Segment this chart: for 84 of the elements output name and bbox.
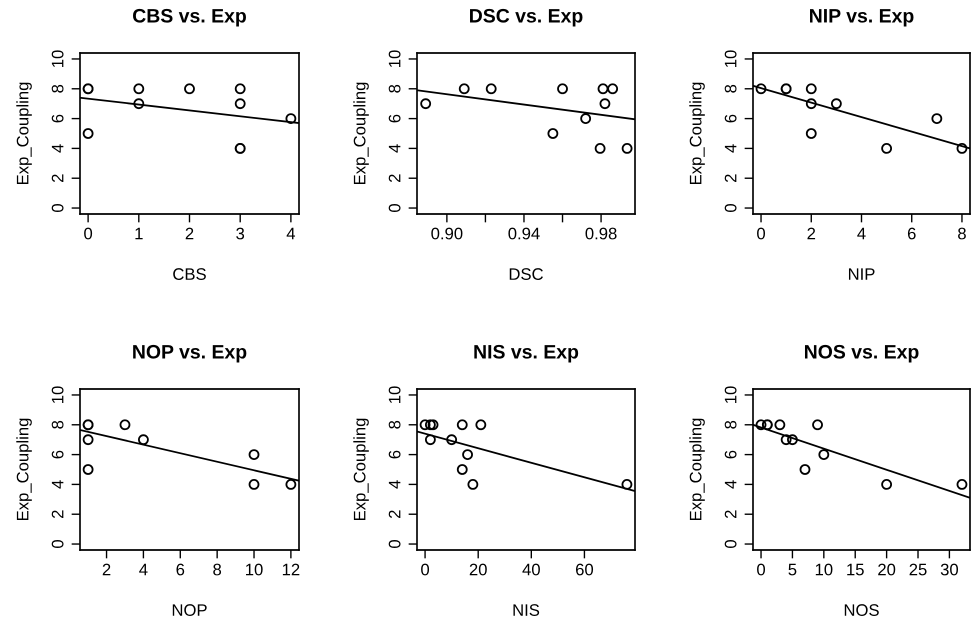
x-tick-label: 20 (878, 564, 896, 576)
x-tick-label: 3 (236, 228, 244, 240)
y-tick-label: 4 (724, 480, 736, 489)
y-tick-label: 6 (52, 114, 64, 122)
y-tick-label: 6 (724, 114, 737, 122)
x-tick-label: 0 (84, 228, 92, 240)
x-tick-label: 6 (908, 228, 916, 240)
x-tick-label: 10 (246, 564, 263, 576)
x-tick-label: 2 (807, 228, 816, 240)
chart-title: NOP vs. Exp (133, 344, 246, 362)
y-tick-label: 0 (52, 204, 64, 212)
y-tick-label: 4 (52, 480, 64, 489)
x-tick-label: 0 (757, 564, 766, 576)
x-tick-label: 0.98 (586, 228, 617, 240)
y-tick-label: 0 (724, 540, 737, 548)
y-tick-label: 6 (52, 450, 64, 458)
y-tick-label: 10 (724, 386, 737, 403)
y-tick-label: 10 (52, 386, 64, 403)
chart-title: NIS vs. Exp (474, 344, 578, 362)
chart-title: NOS vs. Exp (804, 344, 919, 362)
chart-title: NIP vs. Exp (810, 9, 914, 26)
x-tick-label: 30 (940, 564, 958, 576)
x-tick-label: 8 (213, 564, 222, 576)
x-tick-label: 8 (958, 228, 966, 240)
y-axis-title: Exp_Coupling (353, 418, 369, 520)
y-tick-label: 10 (388, 50, 401, 67)
x-tick-label: 40 (522, 564, 540, 576)
y-tick-label: 10 (724, 50, 737, 67)
y-tick-label: 10 (52, 50, 64, 67)
x-tick-label: 12 (282, 564, 300, 576)
x-axis-title: DSC (510, 268, 543, 280)
y-tick-label: 4 (388, 480, 400, 489)
y-axis-title: Exp_Coupling (689, 418, 705, 520)
y-tick-label: 0 (388, 204, 401, 212)
x-tick-label: 4 (139, 564, 148, 576)
y-tick-label: 8 (724, 84, 737, 93)
y-tick-label: 0 (724, 204, 737, 212)
x-axis-title: NOS (844, 604, 879, 616)
y-tick-label: 2 (52, 174, 64, 182)
y-tick-label: 8 (388, 84, 401, 93)
x-tick-label: 6 (176, 564, 184, 576)
y-tick-label: 6 (388, 450, 401, 458)
y-tick-label: 8 (388, 420, 401, 429)
y-tick-label: 4 (52, 144, 64, 153)
x-tick-label: 20 (470, 564, 487, 576)
x-tick-label: 0.90 (431, 228, 462, 240)
y-tick-label: 2 (724, 174, 736, 182)
y-tick-label: 2 (724, 510, 736, 518)
y-tick-label: 8 (52, 84, 64, 93)
y-tick-label: 2 (388, 174, 400, 182)
y-tick-label: 8 (52, 420, 64, 429)
y-tick-label: 0 (52, 540, 64, 548)
y-tick-label: 2 (52, 510, 64, 518)
x-tick-label: 0 (757, 228, 766, 240)
x-tick-label: 2 (186, 228, 194, 240)
y-axis-title: Exp_Coupling (353, 82, 369, 184)
y-tick-label: 0 (388, 540, 401, 548)
x-axis-title: NIP (848, 268, 875, 280)
y-axis-title: Exp_Coupling (689, 82, 705, 184)
y-tick-label: 4 (724, 144, 736, 153)
y-tick-label: 6 (724, 450, 737, 458)
x-tick-label: 10 (816, 564, 832, 576)
x-axis-title: NIS (513, 604, 540, 616)
x-tick-label: 0 (421, 564, 430, 576)
y-axis-title: Exp_Coupling (16, 82, 32, 184)
chart-title: DSC vs. Exp (470, 8, 582, 26)
y-tick-label: 8 (724, 420, 737, 429)
x-axis-title: CBS (173, 268, 206, 280)
y-tick-label: 10 (388, 386, 401, 403)
x-tick-label: 1 (135, 228, 143, 240)
x-tick-label: 4 (857, 228, 866, 240)
y-tick-label: 2 (388, 510, 400, 518)
x-tick-label: 5 (788, 564, 796, 576)
chart-title: CBS vs. Exp (133, 8, 246, 26)
x-tick-label: 4 (286, 228, 296, 240)
x-tick-label: 15 (847, 564, 864, 576)
x-tick-label: 0.94 (508, 228, 540, 240)
x-axis-title: NOP (172, 604, 207, 616)
y-tick-label: 4 (388, 144, 400, 153)
y-tick-label: 6 (388, 114, 401, 122)
x-tick-label: 60 (576, 564, 594, 576)
y-axis-title: Exp_Coupling (16, 418, 32, 520)
x-tick-label: 2 (102, 564, 110, 576)
x-tick-label: 25 (910, 564, 927, 576)
